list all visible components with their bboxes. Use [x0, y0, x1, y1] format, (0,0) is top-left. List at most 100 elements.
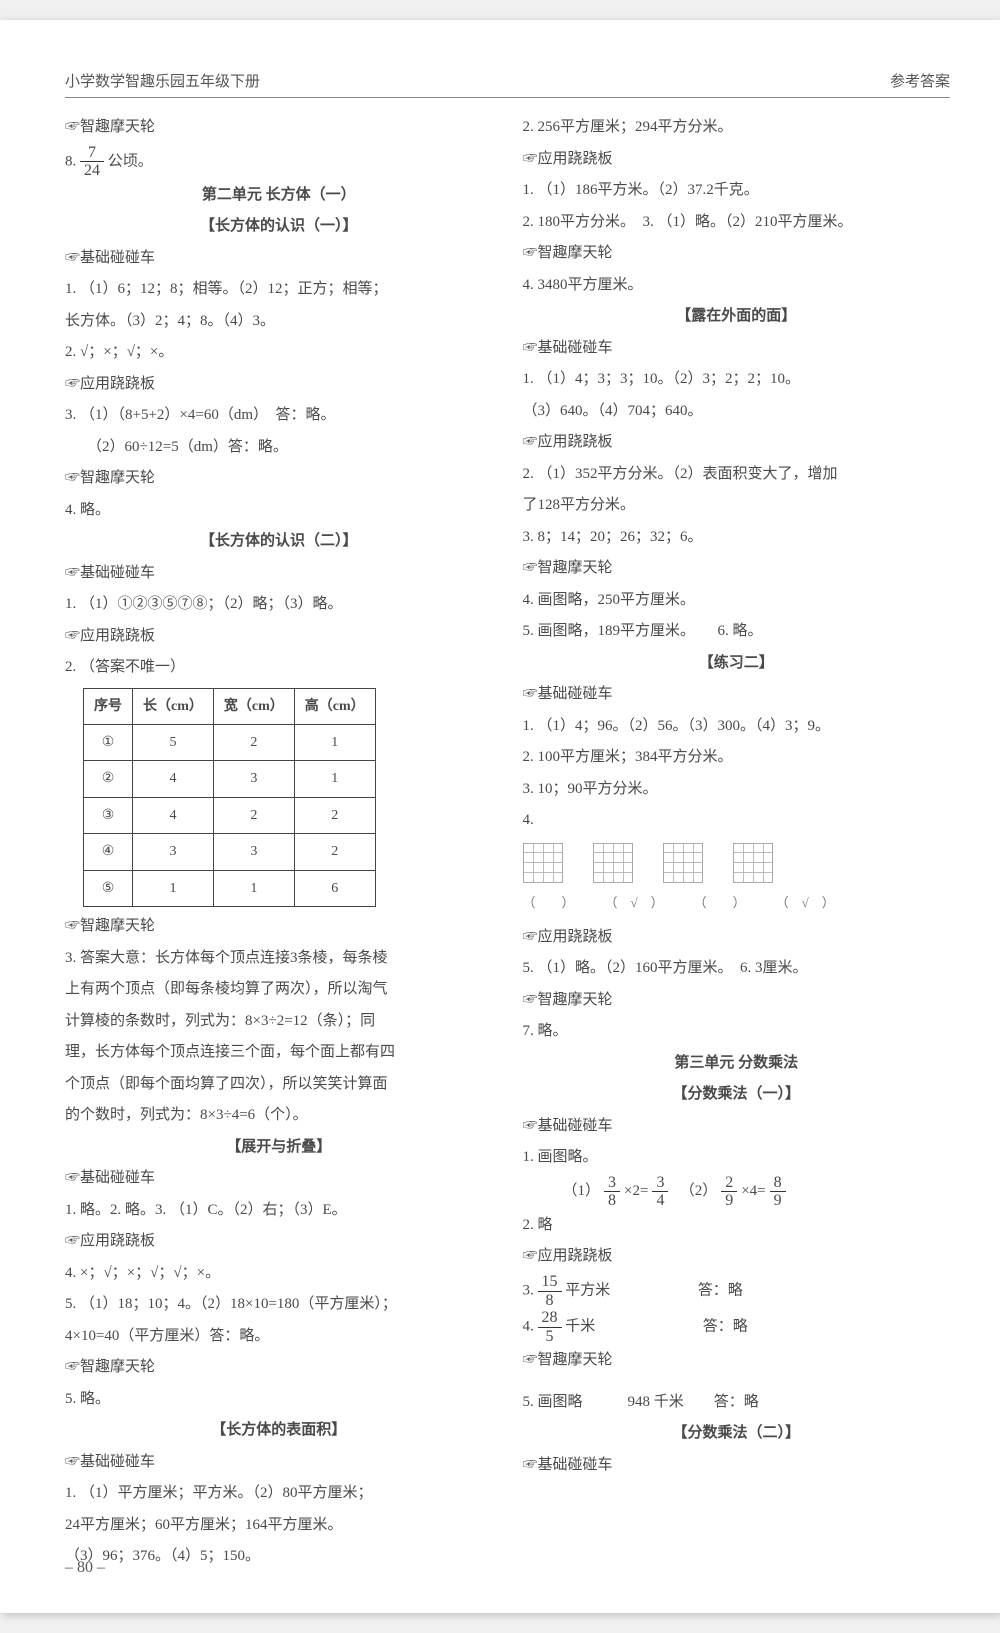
page: 小学数学智趣乐园五年级下册 参考答案 ☞智趣摩天轮 8. 724 公顷。 第二单…	[0, 20, 1000, 1613]
sub3: 【分数乘法（二）】	[523, 1418, 951, 1450]
line: 了128平方分米。	[523, 490, 951, 522]
cube-icon	[733, 843, 773, 883]
line: 上有两个顶点（即每条棱均算了两次），所以淘气	[65, 974, 493, 1006]
heading-app: ☞应用跷跷板	[523, 922, 951, 954]
heading-basic: ☞基础碰碰车	[523, 679, 951, 711]
right-column: 2. 256平方厘米；294平方分米。 ☞应用跷跷板 1. （1）186平方米。…	[523, 112, 951, 1573]
line: 2. 180平方分米。 3. （1）略。（2）210平方厘米。	[523, 207, 951, 239]
heading-wheel: ☞智趣摩天轮	[65, 1352, 493, 1384]
col-seq: 序号	[84, 688, 133, 724]
line: 4. 略。	[65, 495, 493, 527]
table-row: ⑤116	[84, 870, 376, 906]
heading-app: ☞应用跷跷板	[65, 369, 493, 401]
heading-wheel: ☞智趣摩天轮	[523, 1345, 951, 1377]
page-header: 小学数学智趣乐园五年级下册 参考答案	[65, 70, 950, 98]
line-8-frac: 8. 724 公顷。	[65, 144, 493, 180]
left-column: ☞智趣摩天轮 8. 724 公顷。 第二单元 长方体（一） 【长方体的认识（一）…	[65, 112, 493, 1573]
cube-icon	[663, 843, 703, 883]
cube-marks: （ ） （ √ ） （ ） （ √ ）	[523, 889, 951, 916]
heading-app: ☞应用跷跷板	[523, 1241, 951, 1273]
table-header-row: 序号 长（cm） 宽（cm） 高（cm）	[84, 688, 376, 724]
line: 2. （答案不唯一）	[65, 652, 493, 684]
line: 3. 答案大意：长方体每个顶点连接3条棱，每条棱	[65, 943, 493, 975]
frac-15-8: 158	[538, 1273, 562, 1309]
frac-2-9: 29	[721, 1174, 737, 1210]
col-height: 高（cm）	[294, 688, 375, 724]
table-row: ④332	[84, 834, 376, 870]
table-row: ①521	[84, 725, 376, 761]
line: 理，长方体每个顶点连接三个面，每个面上都有四	[65, 1037, 493, 1069]
line: 24平方厘米；60平方厘米；164平方厘米。	[65, 1510, 493, 1542]
heading-wheel: ☞智趣摩天轮	[65, 911, 493, 943]
fraction-7-24: 724	[80, 144, 104, 180]
heading-app: ☞应用跷跷板	[65, 1226, 493, 1258]
unit3-title: 第三单元 分数乘法	[523, 1048, 951, 1080]
line: 1. 略。2. 略。3. （1）C。（2）右；（3）E。	[65, 1195, 493, 1227]
line-frac-15-8: 3. 158 平方米 答：略	[523, 1273, 951, 1309]
page-number: – 80 –	[65, 1559, 105, 1577]
eq2: （2） 29 ×4= 89	[680, 1174, 786, 1210]
heading-wheel: ☞智趣摩天轮	[523, 553, 951, 585]
line: 4. 画图略，250平方厘米。	[523, 585, 951, 617]
line: 2. 略	[523, 1210, 951, 1242]
cube-diagrams	[523, 843, 951, 883]
frac-3-8: 38	[604, 1174, 620, 1210]
line: 1. 画图略。	[523, 1142, 951, 1174]
heading-basic: ☞基础碰碰车	[65, 243, 493, 275]
line: 2. （1）352平方分米。（2）表面积变大了，增加	[523, 459, 951, 491]
line: 1. （1）4；3；3；10。（2）3；2；2；10。	[523, 364, 951, 396]
heading-wheel: ☞智趣摩天轮	[523, 238, 951, 270]
unit3-sub1: 【分数乘法（一）】	[523, 1079, 951, 1111]
sub2: 【长方体的认识（二）】	[65, 526, 493, 558]
line: 5. 画图略，189平方厘米。 6. 略。	[523, 616, 951, 648]
cube-icon	[593, 843, 633, 883]
line: 1. （1）6；12；8；相等。（2）12；正方；相等；	[65, 274, 493, 306]
dimensions-table: 序号 长（cm） 宽（cm） 高（cm） ①521 ②431 ③422 ④332…	[83, 688, 376, 907]
heading-wheel: ☞智趣摩天轮	[65, 463, 493, 495]
eq1: （1） 38 ×2= 34	[563, 1174, 669, 1210]
q4-shapes: 4. （ ） （ √ ） （ ） （ √ ）	[523, 805, 951, 916]
line: 1. （1）186平方米。（2）37.2千克。	[523, 175, 951, 207]
line: 2. √；×；√；×。	[65, 337, 493, 369]
line: 2. 256平方厘米；294平方分米。	[523, 112, 951, 144]
content: ☞智趣摩天轮 8. 724 公顷。 第二单元 长方体（一） 【长方体的认识（一）…	[65, 112, 950, 1573]
header-left: 小学数学智趣乐园五年级下册	[65, 70, 260, 91]
line: 5. 略。	[65, 1384, 493, 1416]
frac-28-5: 285	[538, 1309, 562, 1345]
unit2-sub1: 【长方体的认识（一）】	[65, 211, 493, 243]
col-length: 长（cm）	[133, 688, 214, 724]
frac-3-4: 34	[652, 1174, 668, 1210]
unit2-title: 第二单元 长方体（一）	[65, 180, 493, 212]
heading-basic: ☞基础碰碰车	[65, 558, 493, 590]
table-row: ③422	[84, 797, 376, 833]
sub3: 【展开与折叠】	[65, 1132, 493, 1164]
heading-app: ☞应用跷跷板	[523, 427, 951, 459]
line: 4. ×；√；×；√；√；×。	[65, 1258, 493, 1290]
heading-basic: ☞基础碰碰车	[523, 1111, 951, 1143]
sub1: 【露在外面的面】	[523, 301, 951, 333]
heading-basic: ☞基础碰碰车	[523, 333, 951, 365]
line: 计算棱的条数时，列式为：8×3÷2=12（条）；同	[65, 1006, 493, 1038]
heading-app: ☞应用跷跷板	[65, 621, 493, 653]
heading-wheel: ☞智趣摩天轮	[65, 112, 493, 144]
line: 4. 3480平方厘米。	[523, 270, 951, 302]
line: 个顶点（即每个面均算了四次），所以笑笑计算面	[65, 1069, 493, 1101]
col-width: 宽（cm）	[213, 688, 294, 724]
line: （3）96；376。（4）5；150。	[65, 1541, 493, 1573]
line: 1. （1）平方厘米；平方米。（2）80平方厘米；	[65, 1478, 493, 1510]
line: 4×10=40（平方厘米）答：略。	[65, 1321, 493, 1353]
line: （3）640。（4）704；640。	[523, 396, 951, 428]
line: 5. （1）18；10；4。（2）18×10=180（平方厘米）；	[65, 1289, 493, 1321]
line: 的个数时，列式为：8×3÷4=6（个）。	[65, 1100, 493, 1132]
frac-8-9: 89	[770, 1174, 786, 1210]
line: 5. 画图略 948 千米 答：略	[523, 1387, 951, 1419]
line: 3. 8；14；20；26；32；6。	[523, 522, 951, 554]
line: 1. （1）①②③⑤⑦⑧；（2）略；（3）略。	[65, 589, 493, 621]
line: 3. 10；90平方分米。	[523, 774, 951, 806]
line: 长方体。（3）2；4；8。（4）3。	[65, 306, 493, 338]
heading-wheel: ☞智趣摩天轮	[523, 985, 951, 1017]
fraction-equations: （1） 38 ×2= 34 （2） 29 ×4= 89	[523, 1174, 951, 1210]
line: 1. （1）4；96。（2）56。（3）300。（4）3；9。	[523, 711, 951, 743]
line: （2）60÷12=5（dm）答：略。	[65, 432, 493, 464]
line: 3. （1）（8+5+2）×4=60（dm） 答：略。	[65, 400, 493, 432]
